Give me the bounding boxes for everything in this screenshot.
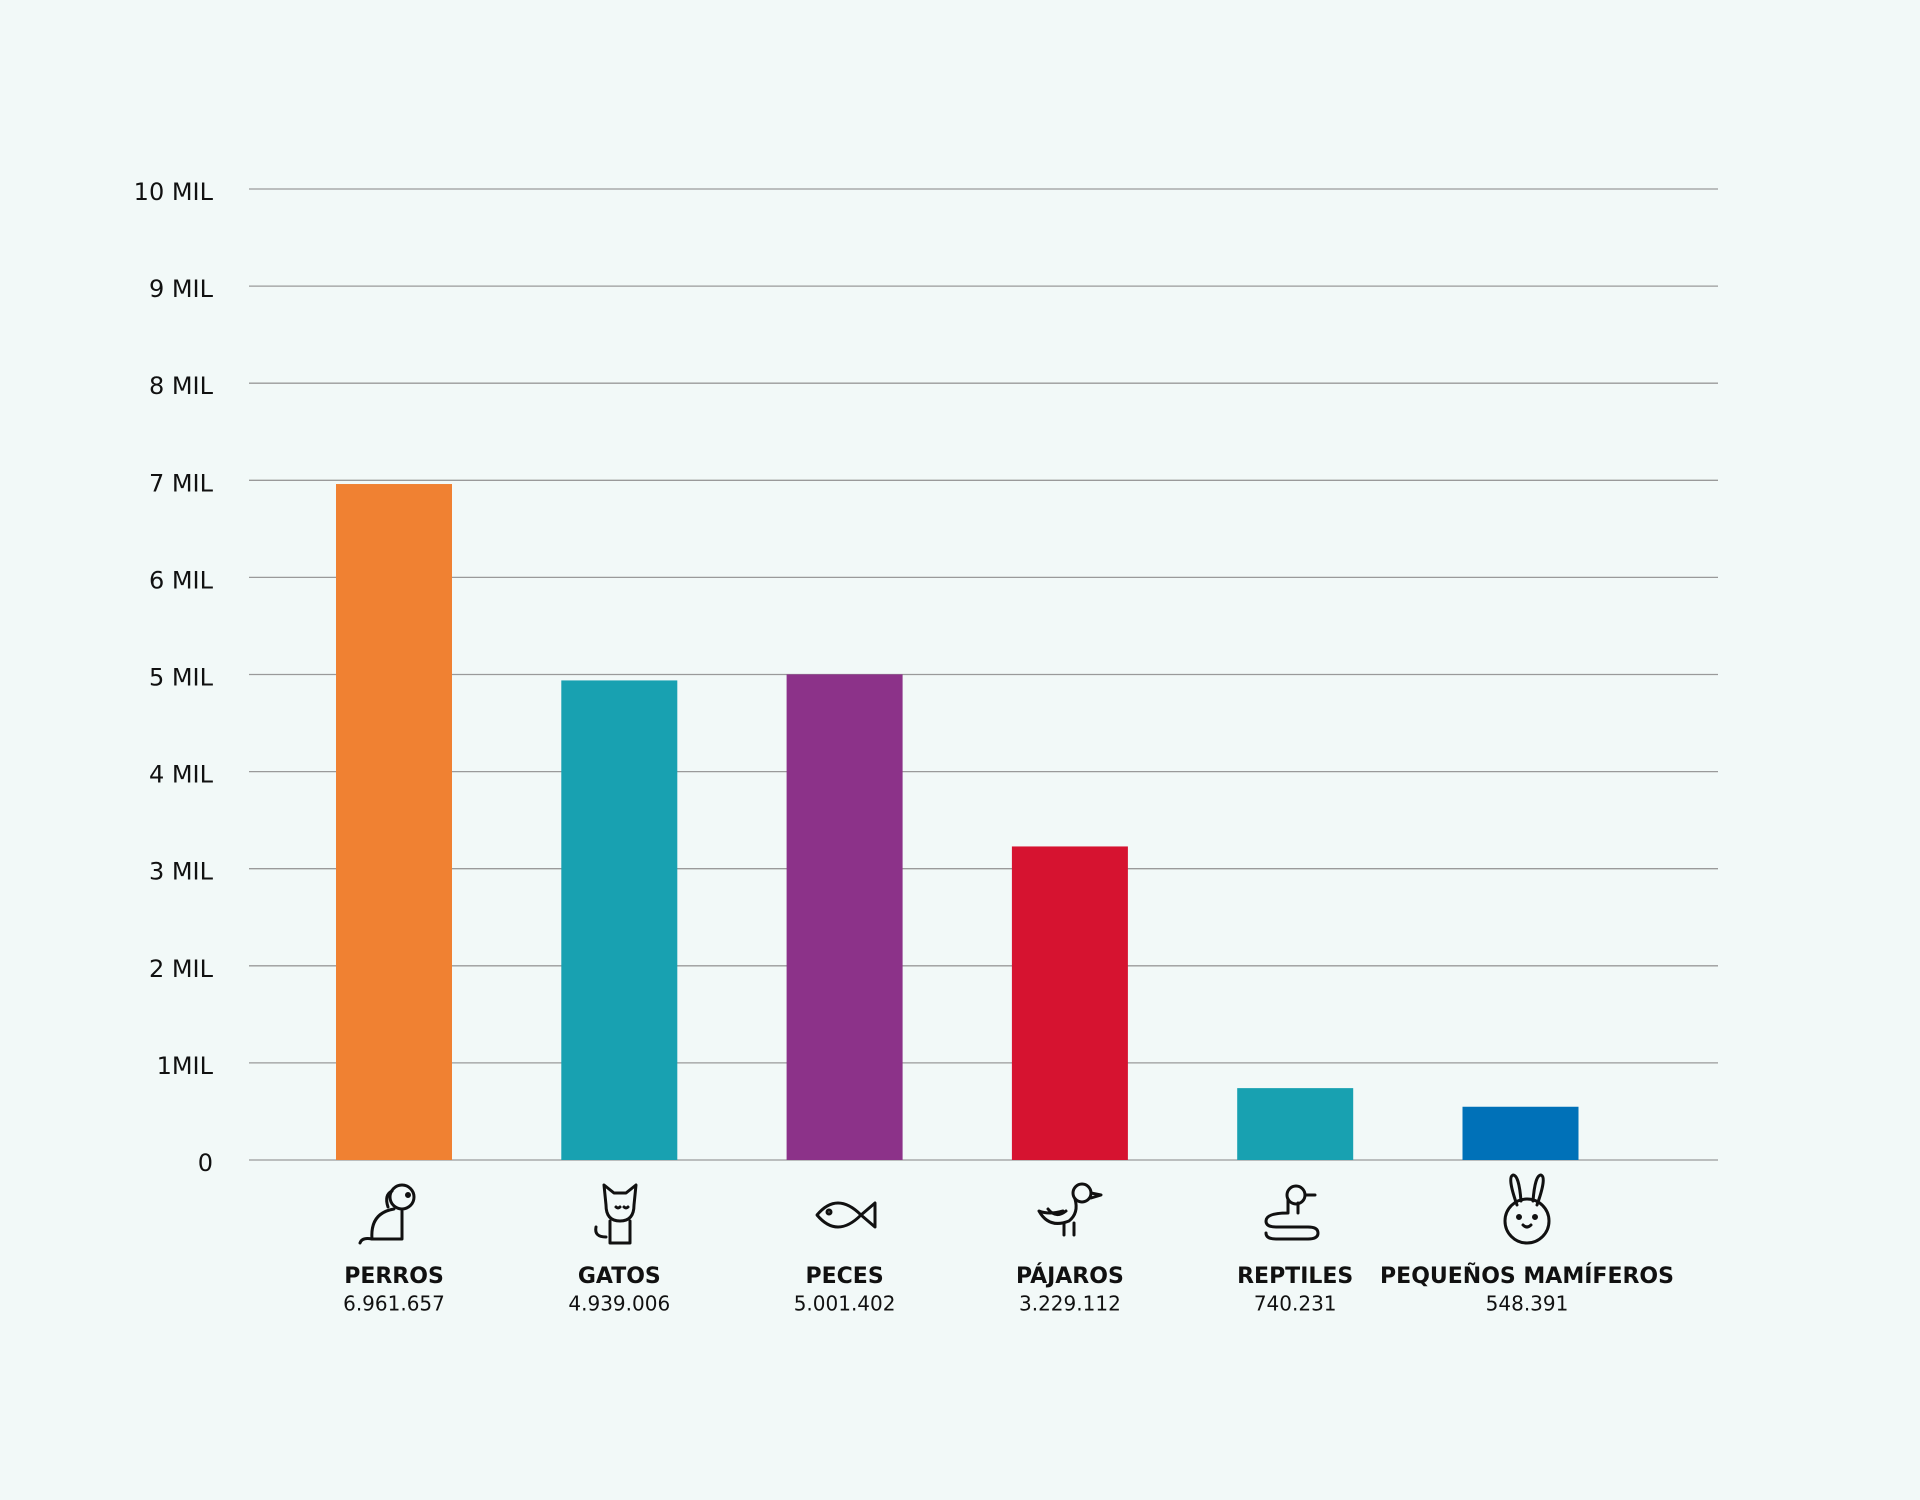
dog-icon (358, 1183, 416, 1245)
bar (1237, 1088, 1354, 1160)
value-label: 6.961.657 (343, 1292, 445, 1316)
y-tick-label: 6 MIL (149, 566, 214, 594)
value-label: 4.939.006 (568, 1292, 670, 1316)
bar (1011, 846, 1128, 1160)
bar (786, 674, 903, 1160)
y-tick-label: 2 MIL (149, 955, 214, 983)
y-tick-label: 0 (198, 1149, 213, 1177)
category-label: PECES (806, 1264, 884, 1289)
bar (1462, 1106, 1579, 1160)
value-label: 740.231 (1254, 1292, 1337, 1316)
snake-icon (1264, 1184, 1320, 1241)
bird-icon (1037, 1182, 1103, 1237)
y-tick-label: 7 MIL (149, 469, 214, 497)
value-label: 3.229.112 (1019, 1292, 1121, 1316)
y-tick-label: 10 MIL (134, 178, 214, 206)
value-label: 548.391 (1486, 1292, 1569, 1316)
y-tick-label: 5 MIL (149, 664, 214, 692)
y-tick-label: 8 MIL (149, 372, 214, 400)
bar (336, 484, 452, 1161)
y-tick-label: 9 MIL (149, 275, 214, 303)
category-label: PEQUEÑOS MAMÍFEROS (1380, 1263, 1674, 1289)
category-label: REPTILES (1237, 1264, 1353, 1289)
y-tick-label: 3 MIL (149, 858, 214, 886)
bar (561, 680, 678, 1160)
fish-icon (815, 1201, 877, 1229)
category-label: PÁJAROS (1016, 1263, 1124, 1289)
value-label: 5.001.402 (794, 1292, 896, 1316)
y-tick-label: 1MIL (157, 1052, 214, 1080)
category-label: PERROS (344, 1264, 444, 1289)
category-label: GATOS (578, 1264, 661, 1289)
cat-icon (594, 1183, 638, 1245)
y-tick-label: 4 MIL (149, 761, 214, 789)
rabbit-icon (1503, 1173, 1551, 1245)
